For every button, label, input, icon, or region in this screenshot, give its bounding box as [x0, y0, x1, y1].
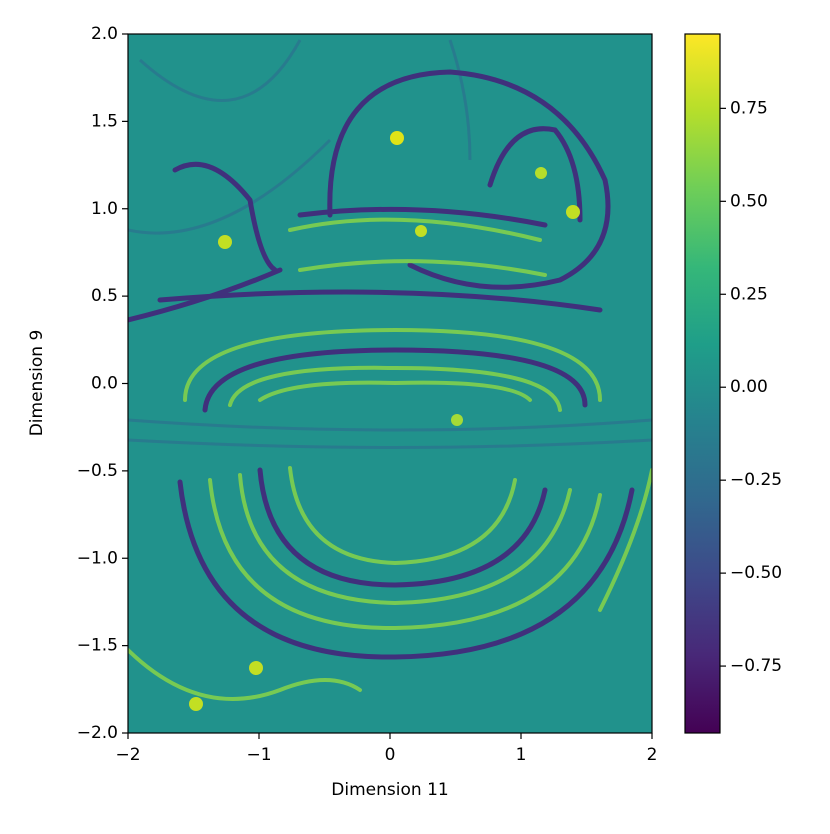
- colorbar-tick-label: −0.75: [730, 656, 782, 676]
- x-tick-label: 1: [516, 745, 527, 765]
- x-tick-label: 2: [647, 745, 658, 765]
- y-tick-label: 0.5: [91, 286, 118, 306]
- x-axis-label: Dimension 11: [331, 780, 448, 800]
- colorbar-tick-label: 0.50: [730, 191, 768, 211]
- y-tick-label: 2.0: [91, 24, 118, 44]
- colorbar-tick-label: 0.25: [730, 284, 768, 304]
- y-tick-label: −2.0: [77, 723, 118, 743]
- x-tick-label: 0: [385, 745, 396, 765]
- y-axis-label: Dimension 9: [27, 330, 47, 437]
- y-tick-label: 0.0: [91, 374, 118, 394]
- y-tick-label: −0.5: [77, 461, 118, 481]
- y-tick-label: −1.0: [77, 548, 118, 568]
- y-tick-label: 1.0: [91, 199, 118, 219]
- colorbar-tick-label: 0.00: [730, 377, 768, 397]
- x-tick-label: −2: [115, 745, 140, 765]
- heatmap: [128, 34, 652, 733]
- colorbar-tick-label: 0.75: [730, 98, 768, 118]
- y-tick-label: 1.5: [91, 111, 118, 131]
- colorbar: [684, 33, 721, 734]
- y-tick-label: −1.5: [77, 636, 118, 656]
- colorbar-tick-label: −0.50: [730, 563, 782, 583]
- colorbar-tick-label: −0.25: [730, 470, 782, 490]
- x-tick-label: −1: [246, 745, 271, 765]
